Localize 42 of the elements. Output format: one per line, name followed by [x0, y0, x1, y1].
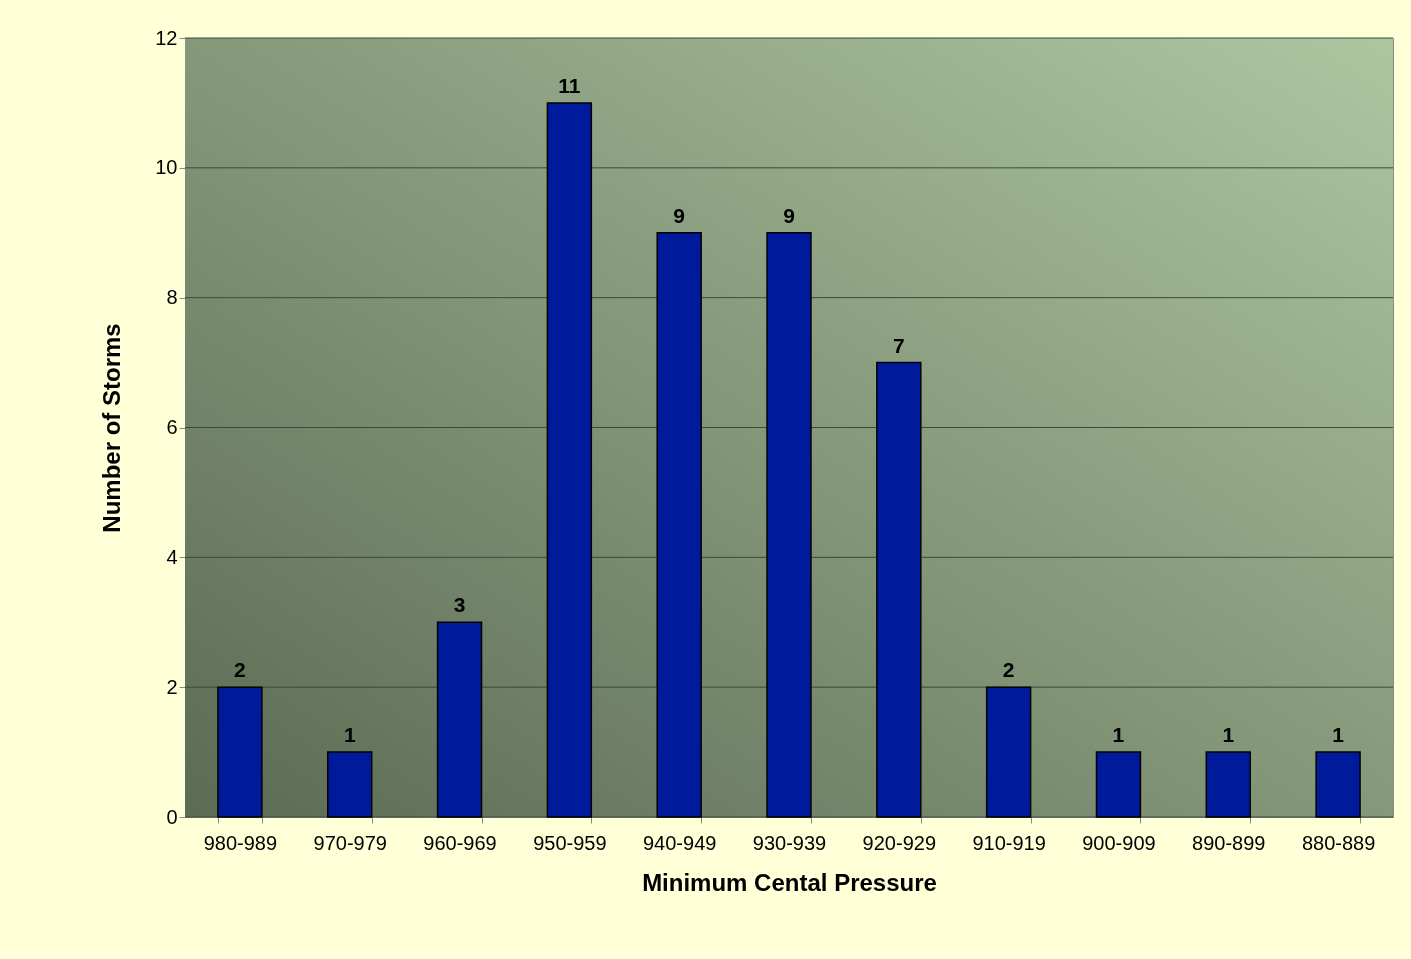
- data-label: 1: [1332, 723, 1345, 747]
- data-label: 9: [673, 203, 686, 227]
- bar: [985, 686, 1032, 818]
- x-tick-label: 970-979: [313, 831, 387, 854]
- data-label: 1: [1222, 723, 1235, 747]
- bar: [656, 232, 702, 818]
- y-tick-label: 10: [155, 156, 178, 179]
- x-tick-label: 880-889: [1301, 831, 1376, 854]
- y-tick-label: 6: [166, 416, 178, 438]
- y-tick-label: 12: [155, 26, 178, 49]
- data-label: 1: [343, 723, 356, 747]
- y-tick-label: 8: [166, 286, 178, 309]
- bar: [766, 232, 812, 818]
- x-tick-label: 930-939: [752, 831, 827, 854]
- x-axis-title: Minimum Cental Pressure: [642, 868, 937, 896]
- x-tick-label: 960-969: [423, 831, 497, 854]
- bar: [546, 102, 593, 818]
- bar: [436, 621, 483, 818]
- y-tick-label: 4: [166, 545, 178, 568]
- bar: [876, 361, 922, 818]
- y-tick-label: 0: [166, 805, 178, 828]
- data-label: 2: [1002, 658, 1015, 682]
- data-label: 1: [1112, 723, 1125, 747]
- bar: [1315, 751, 1361, 818]
- y-axis-title: Number of Storms: [98, 323, 126, 533]
- data-label: 9: [783, 203, 795, 227]
- x-tick-label: 920-929: [862, 831, 937, 854]
- x-tick-label: 940-949: [642, 831, 717, 854]
- bar: [217, 686, 263, 818]
- data-label: 11: [558, 73, 581, 97]
- y-tick-label: 2: [166, 675, 178, 698]
- x-tick-label: 890-899: [1192, 831, 1266, 854]
- bar: [1095, 751, 1142, 818]
- x-tick-label: 910-919: [972, 831, 1046, 854]
- x-tick-label: 980-989: [203, 831, 278, 854]
- data-label: 7: [892, 333, 905, 357]
- data-label: 3: [453, 593, 466, 617]
- x-tick-label: 900-909: [1082, 831, 1156, 854]
- x-tick-label: 950-959: [533, 831, 607, 854]
- bar: [1205, 751, 1251, 818]
- data-label: 2: [234, 658, 246, 682]
- bar: [327, 751, 373, 818]
